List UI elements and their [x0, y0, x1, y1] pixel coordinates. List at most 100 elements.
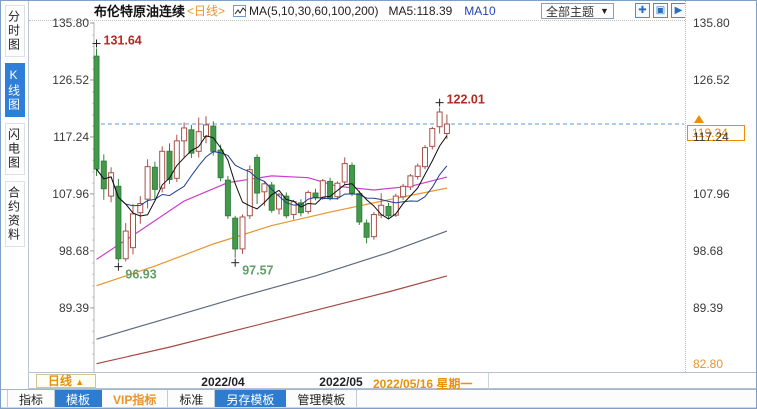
- candle-body: [115, 185, 122, 260]
- axis-minor-tick: [92, 34, 94, 36]
- axis-minor-tick: [92, 114, 94, 116]
- price-annotation: 97.57: [242, 264, 273, 278]
- tab-指标[interactable]: 指标: [7, 390, 56, 407]
- left-axis-label: 126.52: [52, 73, 89, 87]
- right-axis-bottom-label: 82.80: [693, 357, 724, 371]
- axis-minor-tick: [92, 285, 94, 287]
- candle-body: [254, 156, 261, 194]
- candle-body: [181, 127, 188, 142]
- axis-minor-tick: [92, 125, 94, 127]
- x-axis-label: 2022/04: [201, 375, 245, 389]
- axis-minor-tick: [92, 353, 94, 355]
- ma-line-ma5: [96, 135, 448, 220]
- price-annotation: 96.93: [125, 268, 156, 282]
- ma-line-ma60: [96, 187, 448, 287]
- candle-body: [290, 201, 297, 216]
- candle-body: [100, 160, 107, 190]
- zoom-range-icon[interactable]: ▣: [653, 3, 668, 18]
- tab-VIP指标[interactable]: VIP指标: [102, 390, 169, 407]
- right-price-axis: 119.34 82.80 135.80 126.52 117.24 107.96 98.…: [685, 1, 756, 372]
- axis-minor-tick: [92, 216, 94, 219]
- axis-minor-tick: [92, 68, 94, 70]
- candle-body: [166, 150, 173, 181]
- tab-另存模板[interactable]: 另存模板: [215, 390, 287, 407]
- axis-minor-tick: [92, 296, 94, 298]
- period-selector-button[interactable]: 日线 ▲: [36, 374, 96, 388]
- instrument-title: 布伦特原油连续: [94, 4, 186, 19]
- axis-minor-tick: [92, 228, 94, 230]
- ma-line-ma30: [96, 175, 448, 260]
- candlestick-plot[interactable]: 135.80 126.52 117.24 107.96 98.68 89.39 131.64…: [29, 15, 685, 372]
- candle-body: [151, 166, 158, 190]
- axis-minor-tick: [92, 148, 94, 150]
- theme-dropdown[interactable]: 全部主题 ▼: [541, 3, 614, 19]
- left-axis-label: 98.68: [59, 244, 89, 258]
- sidebar-item-合约资料[interactable]: 合约资料: [4, 181, 25, 247]
- axis-minor-tick: [92, 273, 94, 276]
- candle-body: [429, 128, 436, 147]
- candle-body: [319, 180, 326, 198]
- tab-标准[interactable]: 标准: [168, 390, 216, 407]
- price-annotation: 122.01: [447, 93, 485, 107]
- bottom-tab-bar: 指标 模板 VIP指标 标准 另存模板 管理模板: [1, 389, 756, 407]
- candle-body: [239, 216, 246, 250]
- left-axis-label: 89.39: [59, 301, 89, 315]
- window-bottom-edge: [1, 407, 756, 408]
- candle-body: [349, 164, 355, 194]
- candle-body: [378, 204, 385, 216]
- candle-body: [400, 185, 407, 198]
- candle-body: [363, 222, 370, 238]
- sidebar-item-分时图[interactable]: 分时图: [4, 5, 25, 57]
- right-axis-label: 98.68: [693, 243, 724, 258]
- candle-body: [144, 166, 151, 200]
- candle-body: [203, 124, 209, 138]
- date-row-divider: [488, 373, 489, 390]
- candle-body: [392, 195, 399, 216]
- candle-body: [195, 131, 202, 152]
- candle-body: [210, 125, 217, 152]
- candle-body: [122, 230, 129, 260]
- candle-body: [232, 217, 239, 250]
- axis-minor-tick: [92, 159, 94, 162]
- candle-body: [436, 111, 443, 128]
- axis-minor-tick: [92, 102, 94, 105]
- axis-minor-tick: [92, 205, 94, 207]
- right-axis-label: 89.39: [693, 300, 724, 315]
- candle-body: [305, 191, 312, 212]
- candle-body: [356, 193, 363, 223]
- sidebar-item-闪电图[interactable]: 闪电图: [4, 123, 25, 175]
- candle-body: [188, 129, 195, 154]
- tab-管理模板[interactable]: 管理模板: [286, 390, 358, 407]
- candle-body: [93, 55, 100, 170]
- candle-body: [217, 149, 224, 179]
- left-sidebar: 分时图 K线图闪电图合约资料: [1, 1, 29, 389]
- candle-body: [414, 165, 421, 177]
- candle-body: [173, 140, 180, 179]
- candle-body: [341, 163, 348, 183]
- candle-body: [108, 172, 115, 197]
- period-label: 日线: [47, 374, 72, 388]
- axis-minor-tick: [92, 182, 94, 184]
- candle-body: [159, 150, 166, 189]
- pan-crosshair-icon[interactable]: ✚: [635, 3, 650, 18]
- axis-minor-tick: [92, 91, 94, 93]
- candle-body: [370, 214, 377, 238]
- sidebar-item-K线图[interactable]: K线图: [4, 63, 25, 117]
- left-axis-label: 135.80: [52, 16, 89, 30]
- x-axis-date-row: 日线 ▲ 2022/04 2022/05 2022/05/16 星期一: [29, 372, 756, 391]
- candle-body: [137, 202, 144, 214]
- dropdown-arrow-icon: ▼: [600, 6, 609, 16]
- candle-body: [422, 147, 428, 168]
- candle-body: [407, 175, 414, 188]
- period-arrow-icon: ▲: [75, 377, 85, 387]
- candle-body: [283, 195, 290, 217]
- axis-minor-tick: [92, 262, 94, 264]
- candle-body: [130, 213, 136, 249]
- theme-dropdown-label: 全部主题: [546, 4, 595, 19]
- candle-body: [261, 183, 268, 193]
- ma-line-ma100: [96, 230, 448, 340]
- candle-body: [276, 194, 282, 210]
- tab-模板[interactable]: 模板: [55, 390, 103, 407]
- axis-minor-tick: [92, 342, 94, 344]
